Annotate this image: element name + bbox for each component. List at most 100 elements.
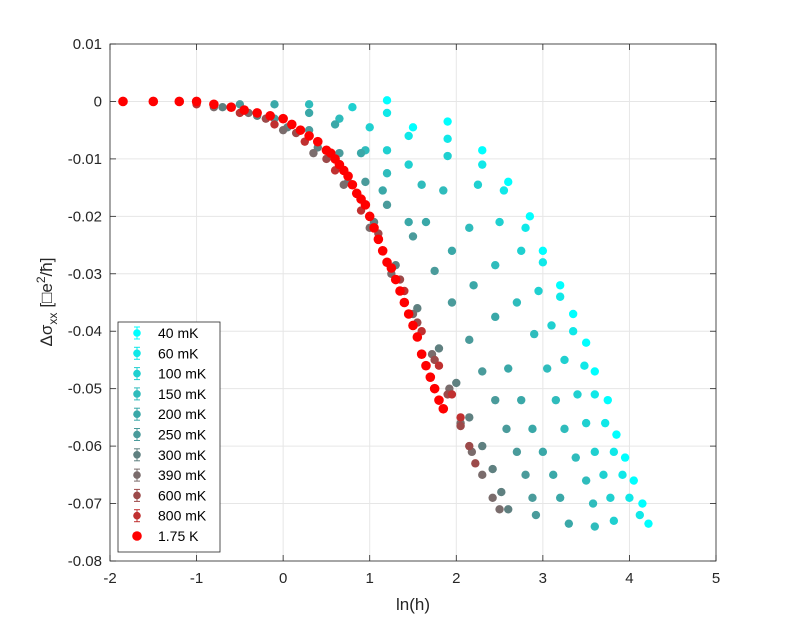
legend-label: 390 mK <box>158 467 207 483</box>
data-point <box>408 320 418 331</box>
data-point <box>531 510 541 520</box>
data-point <box>491 395 500 405</box>
data-point <box>304 131 314 141</box>
legend-label: 150 mK <box>158 386 207 402</box>
data-point <box>465 441 474 451</box>
legend-marker <box>133 451 141 459</box>
data-point <box>499 186 509 195</box>
data-point <box>369 223 379 233</box>
data-point <box>491 260 500 270</box>
data-point <box>390 274 401 285</box>
data-point <box>504 364 513 373</box>
data-point <box>609 447 619 457</box>
y-tick-label: 0 <box>94 93 102 110</box>
data-point <box>465 223 474 233</box>
data-point <box>404 131 413 141</box>
data-point <box>555 281 565 290</box>
data-point <box>488 464 497 474</box>
data-point <box>174 96 185 107</box>
data-point <box>377 246 388 256</box>
data-point <box>447 246 457 255</box>
data-point <box>430 355 439 365</box>
data-point <box>609 516 619 525</box>
data-point <box>599 470 608 480</box>
data-point <box>339 180 348 189</box>
data-point <box>603 395 612 405</box>
data-point <box>403 309 414 319</box>
data-point <box>564 519 574 528</box>
data-point <box>478 441 487 451</box>
y-tick-label: -0.05 <box>68 381 102 398</box>
y-axis-label: Δσxx [□e2/ħ] <box>34 258 60 347</box>
data-point <box>413 304 422 313</box>
x-tick-label: 5 <box>712 570 720 587</box>
data-point <box>588 499 598 508</box>
y-tick-label: -0.02 <box>68 208 102 225</box>
data-point <box>382 96 392 105</box>
data-point <box>528 424 537 434</box>
data-point <box>430 266 439 276</box>
data-point <box>488 493 497 503</box>
data-point <box>209 99 219 110</box>
data-point <box>502 424 511 434</box>
legend-marker <box>133 349 141 358</box>
legend-marker <box>133 369 141 378</box>
data-point <box>590 390 599 399</box>
data-point <box>517 395 526 405</box>
data-point <box>497 487 506 497</box>
data-point <box>478 160 487 169</box>
legend-marker <box>133 511 141 520</box>
data-point <box>521 470 530 480</box>
data-point <box>421 360 431 371</box>
data-point <box>360 200 371 210</box>
data-point <box>551 395 561 405</box>
data-point <box>443 117 452 126</box>
y-tick-label: -0.01 <box>68 151 102 168</box>
data-point <box>118 96 128 107</box>
data-point <box>278 125 288 135</box>
data-point <box>309 148 318 158</box>
data-point <box>495 217 504 227</box>
data-point <box>538 258 548 267</box>
legend-label: 600 mK <box>158 487 207 503</box>
legend-marker <box>133 430 141 439</box>
data-point <box>555 493 565 503</box>
data-point <box>478 146 487 155</box>
data-point <box>447 390 457 399</box>
data-point <box>495 505 504 514</box>
data-point <box>364 211 375 222</box>
data-point <box>395 286 405 296</box>
data-point <box>239 105 249 115</box>
data-point <box>568 309 578 319</box>
data-point <box>443 151 452 161</box>
data-point <box>382 169 392 178</box>
data-point <box>270 100 279 109</box>
data-point <box>378 186 387 195</box>
data-point <box>421 217 431 227</box>
data-point <box>573 390 582 399</box>
axis-ticks: -2 -1 0 1 2 3 4 5 0.01 0 -0.01 -0.02 -0.03 -0.04 -0.05… <box>68 36 720 587</box>
data-point <box>361 177 370 187</box>
y-tick-label: -0.03 <box>68 266 102 283</box>
x-tick-label: 2 <box>452 570 460 587</box>
data-point <box>547 321 556 330</box>
data-point <box>434 361 444 370</box>
data-point <box>438 403 449 414</box>
x-tick-label: 4 <box>625 570 633 587</box>
data-point <box>525 212 535 221</box>
y-axis-label-unit: [□e <box>37 283 56 307</box>
data-point <box>618 470 627 480</box>
data-point <box>465 335 474 345</box>
data-point <box>530 329 539 339</box>
data-point <box>521 223 530 233</box>
data-point <box>382 200 392 210</box>
x-tick-label: -2 <box>103 570 116 587</box>
data-point <box>434 395 444 405</box>
data-point <box>443 134 452 143</box>
legend-marker <box>132 531 142 541</box>
data-point <box>620 453 630 462</box>
data-point <box>478 470 487 480</box>
data-point <box>429 383 440 394</box>
data-point <box>517 246 526 255</box>
data-point <box>549 470 558 480</box>
